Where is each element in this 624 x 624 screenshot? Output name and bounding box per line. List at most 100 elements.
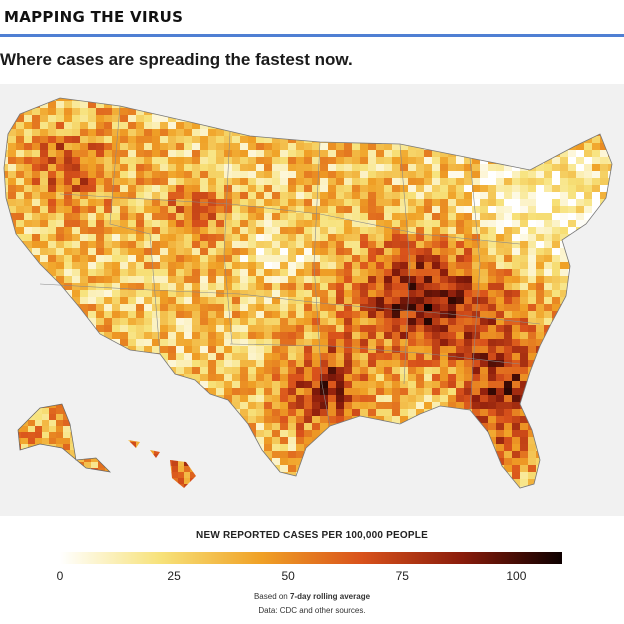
county-cell <box>96 409 105 417</box>
county-cell <box>528 318 537 326</box>
county-cell <box>344 437 353 445</box>
county-cell <box>184 440 191 443</box>
county-cell <box>96 472 105 480</box>
county-cell <box>512 479 521 487</box>
county-cell <box>528 297 537 305</box>
county-cell <box>40 157 49 165</box>
county-cell <box>216 381 225 389</box>
county-cell <box>392 255 401 263</box>
county-cell <box>16 262 25 270</box>
county-cell <box>368 388 377 396</box>
county-cell <box>72 101 81 109</box>
county-cell <box>568 465 577 473</box>
county-cell <box>72 178 81 186</box>
county-cell <box>160 460 167 467</box>
county-cell <box>192 318 201 326</box>
county-cell <box>98 432 106 439</box>
county-cell <box>592 458 601 466</box>
county-cell <box>112 227 121 235</box>
county-cell <box>384 227 393 235</box>
county-cell <box>584 367 593 375</box>
county-cell <box>28 438 36 445</box>
county-cell <box>168 325 177 333</box>
county-cell <box>70 420 78 427</box>
county-cell <box>608 388 612 396</box>
county-cell <box>408 409 417 417</box>
county-cell <box>16 486 25 488</box>
county-cell <box>592 157 601 165</box>
county-cell <box>49 456 57 463</box>
county-cell <box>160 423 169 431</box>
county-cell <box>456 367 465 375</box>
county-cell <box>448 255 457 263</box>
county-cell <box>152 101 161 109</box>
county-cell <box>472 297 481 305</box>
county-cell <box>392 381 401 389</box>
county-cell <box>488 192 497 200</box>
county-cell <box>544 213 553 221</box>
county-cell <box>80 164 89 172</box>
county-cell <box>496 479 505 487</box>
county-cell <box>112 468 119 474</box>
county-cell <box>8 479 17 487</box>
county-cell <box>136 213 145 221</box>
county-cell <box>344 143 353 151</box>
county-cell <box>536 178 545 186</box>
county-cell <box>280 150 289 158</box>
county-cell <box>120 255 129 263</box>
county-cell <box>520 199 529 207</box>
county-cell <box>144 465 153 473</box>
county-cell <box>248 115 257 123</box>
county-cell <box>416 353 425 361</box>
county-cell <box>400 388 409 396</box>
county-cell <box>352 304 361 312</box>
county-cell <box>112 414 119 420</box>
county-cell <box>176 206 185 214</box>
county-cell <box>280 220 289 228</box>
county-cell <box>360 479 369 487</box>
county-cell <box>432 311 441 319</box>
county-cell <box>408 444 417 452</box>
county-cell <box>448 108 457 116</box>
county-cell <box>336 437 345 445</box>
county-cell <box>16 283 25 291</box>
county-cell <box>216 409 225 417</box>
county-cell <box>208 98 217 102</box>
county-cell <box>528 101 537 109</box>
county-cell <box>96 136 105 144</box>
county-cell <box>248 98 257 102</box>
county-cell <box>536 234 545 242</box>
county-cell <box>168 311 177 319</box>
county-cell <box>512 262 521 270</box>
county-cell <box>144 402 153 410</box>
county-cell <box>280 192 289 200</box>
county-cell <box>304 98 313 102</box>
county-cell <box>144 423 153 431</box>
county-cell <box>424 409 433 417</box>
county-cell <box>88 234 97 242</box>
county-cell <box>96 402 105 410</box>
county-cell <box>264 115 273 123</box>
county-cell <box>448 486 457 488</box>
county-cell <box>8 199 17 207</box>
county-cell <box>272 227 281 235</box>
county-cell <box>488 98 497 102</box>
county-cell <box>160 241 169 249</box>
county-cell <box>190 448 196 455</box>
county-cell <box>568 255 577 263</box>
county-cell <box>336 220 345 228</box>
county-cell <box>344 136 353 144</box>
county-cell <box>208 479 217 487</box>
county-cell <box>528 150 537 158</box>
county-cell <box>296 276 305 284</box>
county-cell <box>280 290 289 298</box>
county-cell <box>112 402 119 408</box>
county-cell <box>400 402 409 410</box>
county-cell <box>80 409 89 417</box>
county-cell <box>400 248 409 256</box>
county-cell <box>184 290 193 298</box>
county-cell <box>232 381 241 389</box>
county-cell <box>160 297 169 305</box>
county-cell <box>424 150 433 158</box>
county-cell <box>416 486 425 488</box>
